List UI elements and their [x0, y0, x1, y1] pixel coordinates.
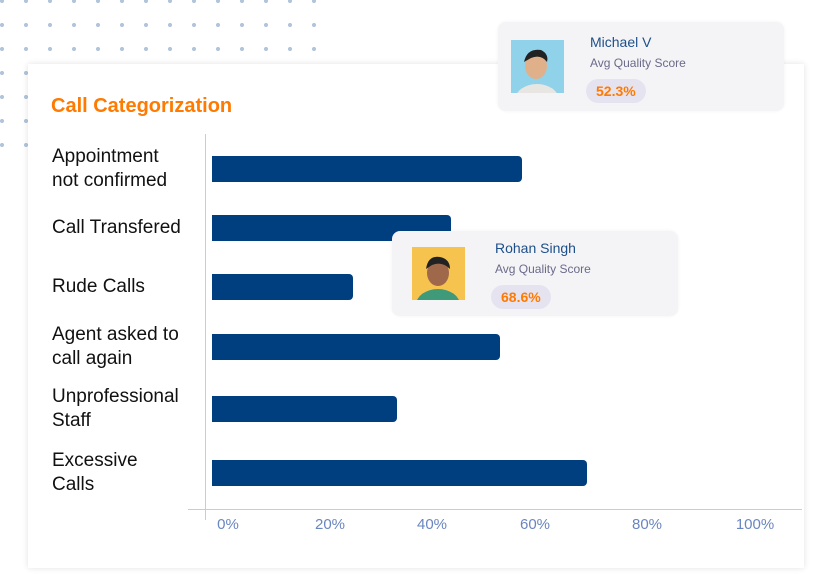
- score-badge: 52.3%: [586, 79, 646, 103]
- person-name: Michael V: [590, 34, 652, 50]
- category-label: Call Transfered: [52, 217, 181, 238]
- avatar: [511, 40, 564, 93]
- category-label: Rude Calls: [52, 276, 145, 297]
- x-tick-label: 20%: [314, 516, 346, 533]
- bar: [212, 274, 354, 300]
- category-label: Excessive Calls: [52, 450, 138, 495]
- bar: [212, 156, 522, 182]
- x-tick-label: 60%: [519, 516, 551, 533]
- bar: [212, 334, 500, 360]
- score-badge: 68.6%: [491, 285, 551, 309]
- category-label: Appointment not confirmed: [52, 146, 168, 191]
- y-axis-line: [205, 134, 206, 520]
- bar: [212, 396, 397, 422]
- x-tick-label: 0%: [217, 516, 239, 533]
- chart-card: [28, 64, 804, 568]
- x-axis-line: [188, 509, 802, 510]
- x-tick-label: 100%: [735, 516, 775, 533]
- x-tick-label: 40%: [416, 516, 448, 533]
- category-label: Unprofessional Staff: [52, 386, 179, 431]
- popup-rohan: Rohan Singh Avg Quality Score 68.6%: [392, 231, 678, 316]
- score-label: Avg Quality Score: [590, 56, 686, 70]
- category-label: Agent asked to call again: [52, 324, 179, 369]
- x-tick-label: 80%: [631, 516, 663, 533]
- chart-title: Call Categorization: [51, 95, 233, 117]
- person-name: Rohan Singh: [495, 240, 576, 256]
- score-label: Avg Quality Score: [495, 262, 591, 276]
- popup-michael: Michael V Avg Quality Score 52.3%: [498, 22, 784, 111]
- bar: [212, 460, 587, 486]
- avatar: [412, 247, 465, 300]
